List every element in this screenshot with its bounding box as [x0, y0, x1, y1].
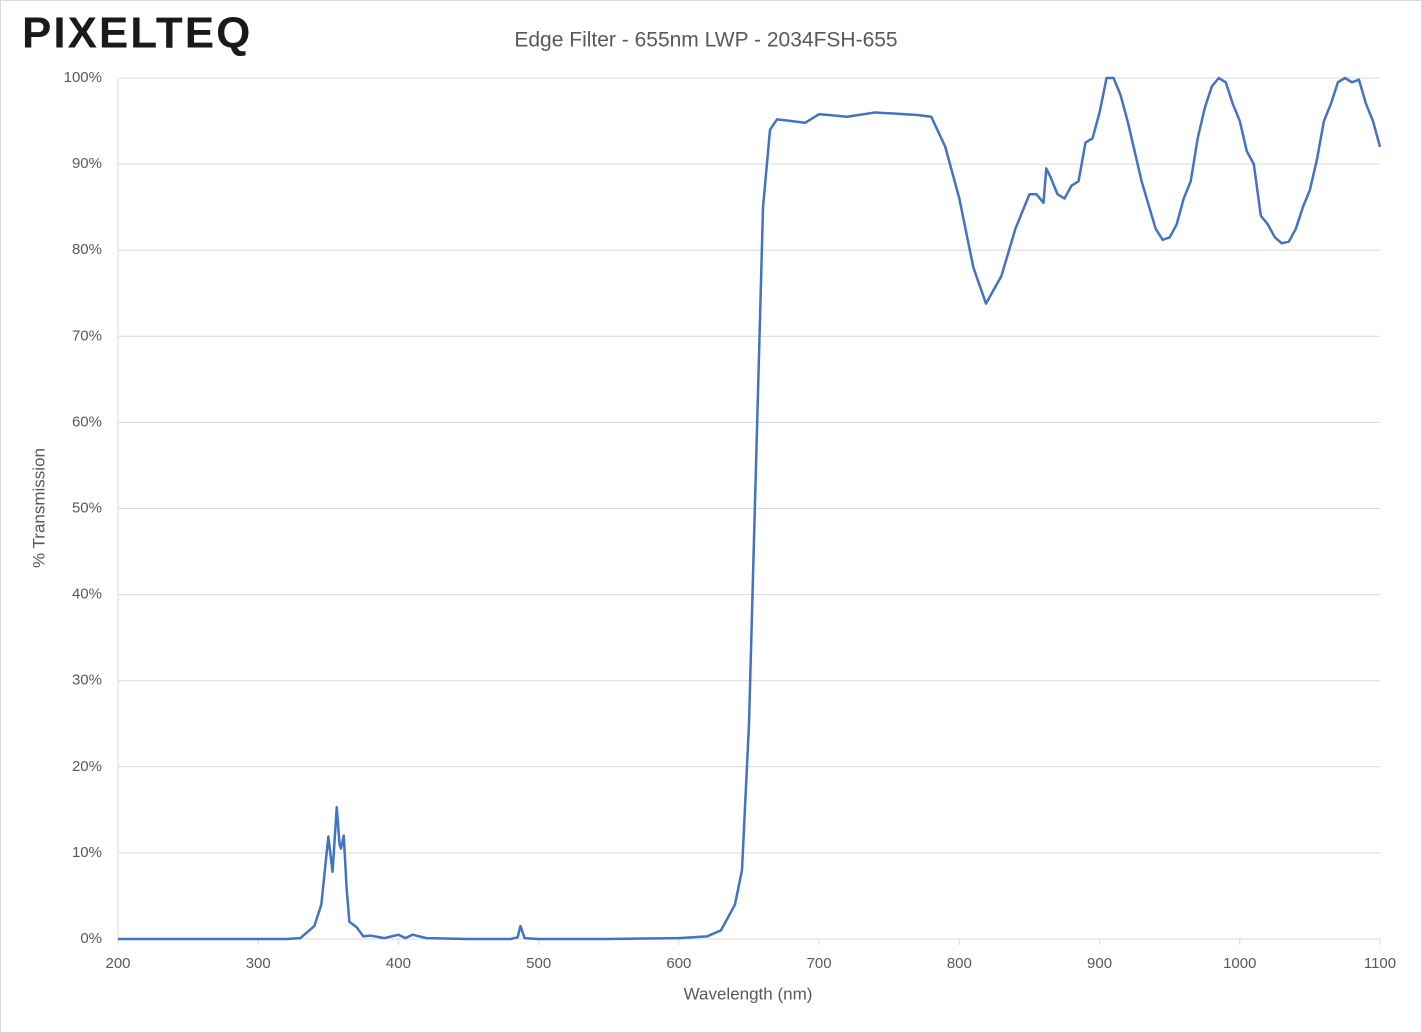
y-tick-label: 90% [72, 155, 102, 172]
y-tick-label: 50% [72, 499, 102, 516]
y-tick-label: 60% [72, 413, 102, 430]
x-tick-label: 300 [246, 955, 271, 972]
x-tick-label: 900 [1087, 955, 1112, 972]
x-tick-label: 800 [947, 955, 972, 972]
y-tick-label: 10% [72, 844, 102, 861]
y-tick-label: 0% [80, 930, 102, 947]
x-tick-label: 400 [386, 955, 411, 972]
y-tick-label: 30% [72, 672, 102, 689]
y-tick-label: 40% [72, 586, 102, 603]
y-axis-label: % Transmission [29, 448, 48, 568]
x-tick-label: 500 [526, 955, 551, 972]
x-tick-label: 1000 [1223, 955, 1256, 972]
x-tick-label: 700 [807, 955, 832, 972]
data-line [118, 76, 1382, 941]
x-tick-label: 600 [666, 955, 691, 972]
y-tick-label: 20% [72, 758, 102, 775]
y-tick-label: 70% [72, 327, 102, 344]
y-tick-label: 80% [72, 241, 102, 258]
y-tick-label: 100% [64, 69, 102, 86]
x-axis-label: Wavelength (nm) [684, 984, 813, 1003]
chart-title: Edge Filter - 655nm LWP - 2034FSH-655 [514, 29, 897, 52]
x-tick-label: 1100 [1364, 955, 1396, 972]
logo: PIXELTEQ [22, 9, 252, 58]
x-tick-label: 200 [105, 955, 130, 972]
